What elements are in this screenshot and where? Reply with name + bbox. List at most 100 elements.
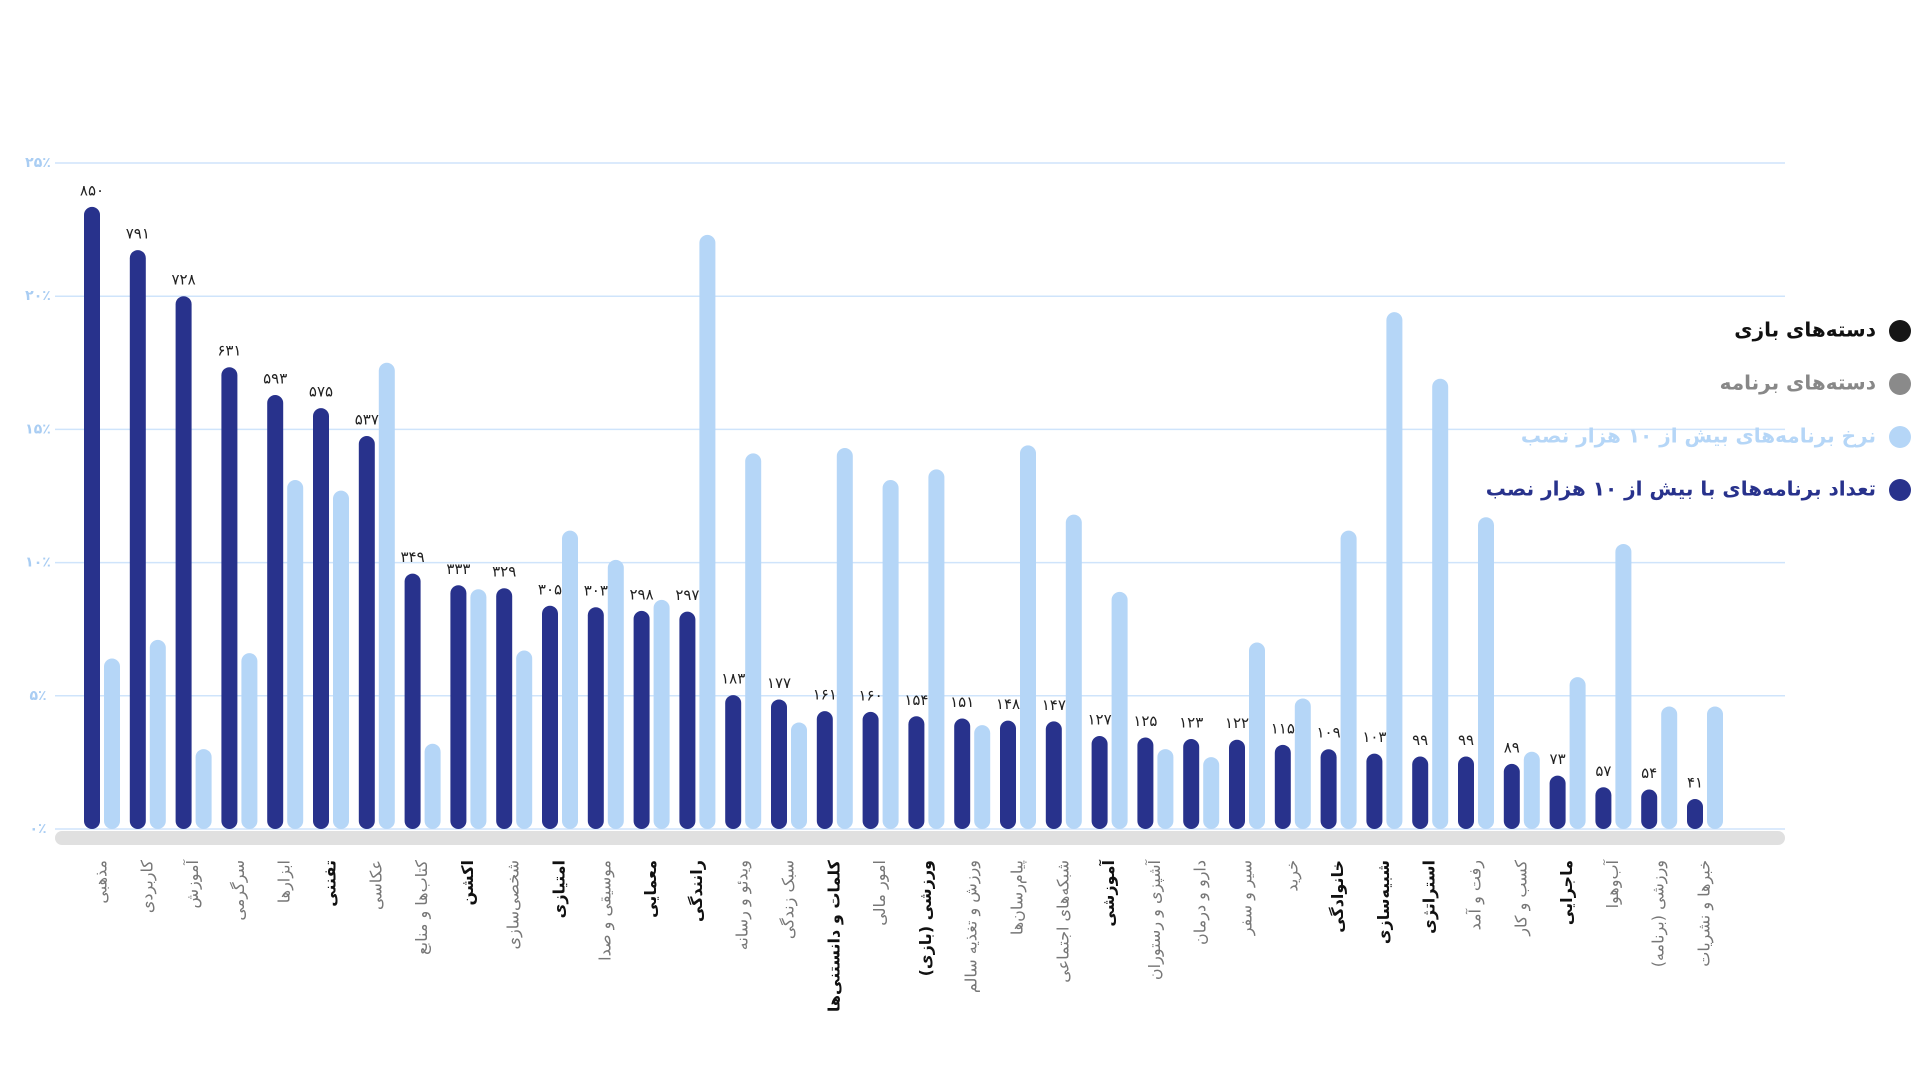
bar (836, 448, 853, 829)
bar (267, 395, 284, 829)
x-tick-label: ورزشی (بازی) (916, 860, 935, 976)
bar (175, 296, 192, 829)
bar (1661, 706, 1678, 829)
bar (1274, 744, 1291, 829)
baseline (55, 831, 1785, 845)
value-label: ۳۲۹ (492, 563, 516, 581)
legend-label: نرخ برنامه‌های بیش از ۱۰ هزار نصب (1521, 424, 1876, 448)
bar (313, 408, 329, 829)
bar (928, 469, 945, 829)
bar (1183, 738, 1200, 829)
bar (679, 611, 696, 829)
value-label: ۱۴۸ (996, 695, 1020, 713)
x-tick-label: رانندگی (687, 860, 706, 922)
value-label: ۱۵۴ (904, 691, 928, 709)
value-label: ۵۳۷ (355, 410, 379, 428)
bar (424, 743, 441, 829)
value-label: ۹۹ (1458, 731, 1474, 749)
bar (1707, 706, 1723, 829)
value-label: ۸۹ (1504, 738, 1520, 756)
value-label: ۱۲۵ (1133, 712, 1157, 730)
bar (1503, 763, 1520, 829)
bar (542, 605, 558, 829)
value-label: ۸۵۰ (80, 181, 104, 199)
bar (84, 206, 100, 829)
value-label: ۷۹۱ (126, 225, 150, 243)
bar (1229, 739, 1245, 829)
bar (633, 610, 650, 829)
y-tick-label: ۲۵٪ (25, 155, 51, 171)
bar (516, 650, 533, 829)
value-label: ۷۳ (1550, 750, 1566, 768)
bar (587, 607, 604, 829)
bar (699, 234, 716, 830)
x-tick-label: تفننی (321, 860, 340, 907)
x-tick-label: عکاسی (366, 860, 385, 910)
bar (1111, 591, 1128, 829)
bar (816, 711, 833, 829)
value-label: ۳۰۳ (584, 582, 608, 600)
value-label: ۲۹۷ (675, 586, 699, 604)
x-tick-label: آب‌وهوا (1603, 858, 1623, 908)
x-tick-label: خرید (1282, 860, 1302, 892)
y-tick-label: ۱۰٪ (25, 555, 51, 571)
x-tick-label: شخصی‌سازی (504, 860, 524, 949)
value-label: ۱۰۹ (1317, 724, 1341, 742)
value-label: ۱۶۱ (813, 686, 837, 704)
legend-marker (1889, 320, 1911, 342)
legend-marker (1889, 426, 1911, 448)
value-label: ۴۱ (1687, 773, 1703, 791)
bar (404, 573, 421, 829)
bar (1458, 756, 1474, 829)
bar (470, 589, 487, 829)
x-tick-label: پیام‌رسان‌ها (1008, 860, 1028, 935)
x-tick-label: ماجرایی (1557, 860, 1576, 925)
legend-label: دسته‌های بازی (1734, 318, 1876, 342)
value-label: ۵۴ (1641, 764, 1657, 782)
x-tick-label: سبک زندگی (779, 860, 799, 939)
x-tick-label: اکشن (458, 860, 477, 905)
x-tick-label: آشپزی و رستوران (1145, 858, 1165, 980)
bar (195, 749, 212, 829)
x-tick-label: سیر و سفر (1237, 860, 1257, 936)
bar (149, 639, 166, 829)
value-label: ۳۰۵ (538, 580, 562, 598)
x-tick-label: کتاب‌ها و منابع (412, 860, 432, 955)
x-tick-label: رفت و آمد (1466, 860, 1486, 930)
x-tick-label: ورزش و تغذیه سالم (962, 860, 982, 993)
bar (1641, 789, 1658, 829)
legend-marker (1889, 373, 1911, 395)
bar (1137, 737, 1154, 829)
value-label: ۵۷ (1595, 762, 1611, 780)
bar (607, 559, 624, 829)
x-tick-label: ورزشی (برنامه) (1649, 860, 1669, 967)
value-label: ۱۵۱ (950, 693, 974, 711)
x-tick-label: خانوادگی (1328, 860, 1347, 933)
x-tick-label: دارو و درمان (1191, 860, 1211, 945)
y-tick-label: ۵٪ (29, 688, 46, 704)
bar (1157, 749, 1174, 829)
bar (791, 722, 807, 829)
value-label: ۳۳۳ (446, 560, 470, 578)
bar (908, 716, 925, 829)
value-label: ۵۹۳ (263, 370, 287, 388)
bar (1549, 775, 1566, 829)
bar (1523, 751, 1540, 829)
legend-label: دسته‌های برنامه (1720, 371, 1876, 395)
x-tick-label: موسیقی و صدا (595, 860, 615, 961)
x-tick-label: کاربردی (137, 860, 157, 914)
bar (287, 480, 304, 829)
bar (1569, 677, 1586, 829)
value-label: ۹۹ (1412, 731, 1428, 749)
bar (1065, 514, 1082, 829)
x-tick-label: کسب و کار (1511, 860, 1531, 937)
bar (974, 725, 991, 829)
bar (129, 250, 146, 830)
value-label: ۱۲۷ (1088, 711, 1112, 729)
bar (1386, 312, 1403, 830)
bar (1340, 530, 1357, 829)
x-tick-label: کلمات و دانستنی‌ها (824, 859, 843, 1012)
bar (104, 658, 120, 829)
